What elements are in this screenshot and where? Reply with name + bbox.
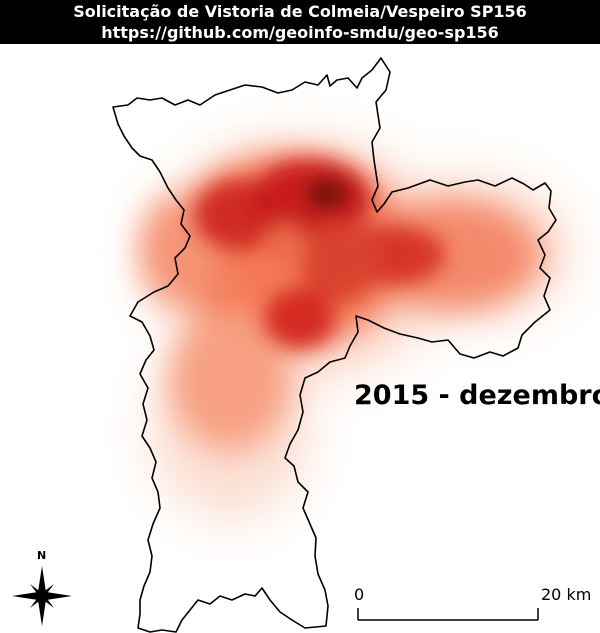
- map-title: Solicitação de Vistoria de Colmeia/Vespe…: [73, 2, 527, 21]
- heat-core: [195, 160, 445, 348]
- map-header: Solicitação de Vistoria de Colmeia/Vespe…: [0, 0, 600, 44]
- scale-end-label: 20 km: [541, 585, 592, 604]
- north-arrow-icon: [12, 566, 72, 626]
- scale-bar: [357, 608, 539, 621]
- heat-layer: [140, 140, 570, 520]
- north-label: N: [37, 549, 47, 562]
- period-label: 2015 - dezembro: [354, 380, 600, 411]
- city-boundary: [112, 57, 557, 633]
- scale-start-label: 0: [354, 585, 365, 604]
- source-url: https://github.com/geoinfo-smdu/geo-sp15…: [101, 23, 499, 42]
